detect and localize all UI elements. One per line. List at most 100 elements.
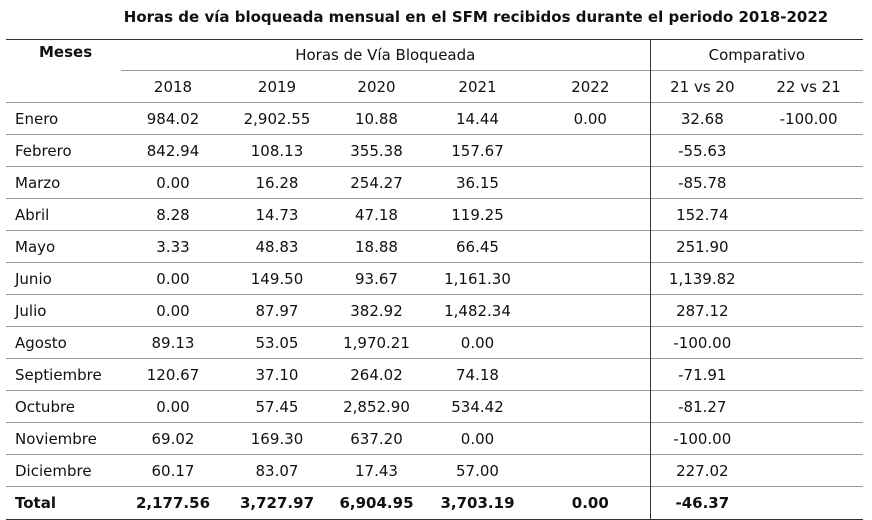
value-cell [754,359,863,391]
value-cell: 3.33 [156,237,190,256]
value-cell: 60.17 [151,461,195,480]
month-cell: Enero [15,109,59,128]
table-row: Septiembre 120.67 37.10 264.02 74.18 -71.91 [6,358,864,391]
month-cell: Octubre [15,397,76,416]
total-value-cell: 2,177.56 [135,493,211,512]
value-cell: 157.67 [451,141,504,160]
total-label: Total [15,493,56,512]
value-cell: 251.90 [649,230,755,263]
blocked-hours-table: Meses Horas de Vía Bloqueada Comparativo… [6,39,864,520]
value-cell: 93.67 [355,269,398,288]
value-cell: 287.12 [649,294,755,327]
value-cell: 14.73 [255,205,299,224]
value-cell [531,231,650,263]
value-cell: -55.63 [649,134,755,167]
horas-group-header: Horas de Vía Bloqueada [295,46,476,64]
value-cell: 74.18 [456,365,499,384]
value-cell [531,295,650,327]
value-cell: 47.18 [355,205,398,224]
value-cell [531,391,650,423]
table-row: Junio 0.00 149.50 93.67 1,161.30 1,139.82 [6,262,864,295]
value-cell [754,423,863,455]
value-cell: 53.05 [255,333,299,352]
value-cell: 87.97 [255,301,299,320]
table-row: Mayo 3.33 48.83 18.88 66.45 251.90 [6,230,864,263]
month-cell: Mayo [15,237,56,256]
value-cell [754,295,863,327]
value-cell [531,263,650,295]
header-row-columns: 2018 2019 2020 2021 2022 21 vs 20 22 vs … [6,70,864,103]
value-cell [754,263,863,295]
value-cell [754,199,863,231]
table-row: Noviembre 69.02 169.30 637.20 0.00 -100.00 [6,422,864,455]
total-value-cell: 3,727.97 [239,493,315,512]
value-cell: 14.44 [456,109,499,128]
value-cell: -81.27 [649,390,755,423]
value-cell: 0.00 [460,429,495,448]
total-row: Total 2,177.56 3,727.97 6,904.95 3,703.19 0.0… [6,486,864,519]
value-cell: 89.13 [151,333,195,352]
table-row: Diciembre 60.17 83.07 17.43 57.00 227.02 [6,454,864,487]
value-cell: 108.13 [250,141,304,160]
table-title: Horas de vía bloqueada mensual en el SFM… [0,8,872,26]
value-cell [754,231,863,263]
total-value-cell: 3,703.19 [440,493,515,512]
value-cell [531,135,650,167]
value-cell: 10.88 [355,109,398,128]
value-cell [531,327,650,359]
value-cell: 57.00 [456,461,499,480]
month-cell: Julio [15,301,47,320]
value-cell: 0.00 [156,301,190,320]
value-cell: 534.42 [451,397,504,416]
value-cell: 2,902.55 [243,109,311,128]
value-cell: -100.00 [649,326,755,359]
value-cell: 149.50 [250,269,304,288]
value-cell [531,423,650,455]
col-header-2021: 2021 [424,70,531,103]
col-header-2018: 2018 [121,70,225,103]
value-cell: 264.02 [350,365,403,384]
table-title-text: Horas de vía bloqueada mensual en el SFM… [123,8,829,26]
table-row: Julio 0.00 87.97 382.92 1,482.34 287.12 [6,294,864,327]
value-cell: 152.74 [649,198,755,231]
value-cell [754,391,863,423]
value-cell: 382.92 [350,301,403,320]
value-cell: 36.15 [456,173,499,192]
month-cell: Agosto [15,333,67,352]
col-header-21vs20: 21 vs 20 [649,70,755,103]
value-cell: 1,970.21 [343,333,410,352]
month-cell: Junio [15,269,52,288]
value-cell: 16.28 [255,173,299,192]
value-cell: 227.02 [649,454,755,487]
value-cell: -100.00 [649,422,755,455]
month-cell: Septiembre [15,365,102,384]
meses-header: Meses [39,43,93,61]
month-cell: Noviembre [15,429,97,448]
table-row: Agosto 89.13 53.05 1,970.21 0.00 -100.00 [6,326,864,359]
value-cell: 17.43 [355,461,398,480]
table-row: Abril 8.28 14.73 47.18 119.25 152.74 [6,198,864,231]
value-cell: -71.91 [649,358,755,391]
value-cell: 0.00 [460,333,495,352]
value-cell: 0.00 [573,109,607,128]
header-row-group: Meses Horas de Vía Bloqueada Comparativo [6,39,864,71]
value-cell: 0.00 [156,397,190,416]
value-cell: 83.07 [255,461,299,480]
value-cell [754,167,863,199]
value-cell [531,359,650,391]
value-cell: 37.10 [255,365,299,384]
value-cell: 0.00 [156,269,190,288]
value-cell: 355.38 [350,141,403,160]
value-cell: 637.20 [350,429,403,448]
value-cell [754,327,863,359]
value-cell: 18.88 [355,237,398,256]
value-cell: 1,139.82 [649,262,755,295]
value-cell: 8.28 [156,205,190,224]
table-row: Enero 984.02 2,902.55 10.88 14.44 0.00 32.68 -1… [6,102,864,135]
value-cell [754,455,863,487]
table-row: Febrero 842.94 108.13 355.38 157.67 -55.63 [6,134,864,167]
value-cell [531,167,650,199]
total-value-cell: -46.37 [649,486,755,519]
col-header-22vs21: 22 vs 21 [754,70,864,103]
value-cell: 119.25 [451,205,504,224]
